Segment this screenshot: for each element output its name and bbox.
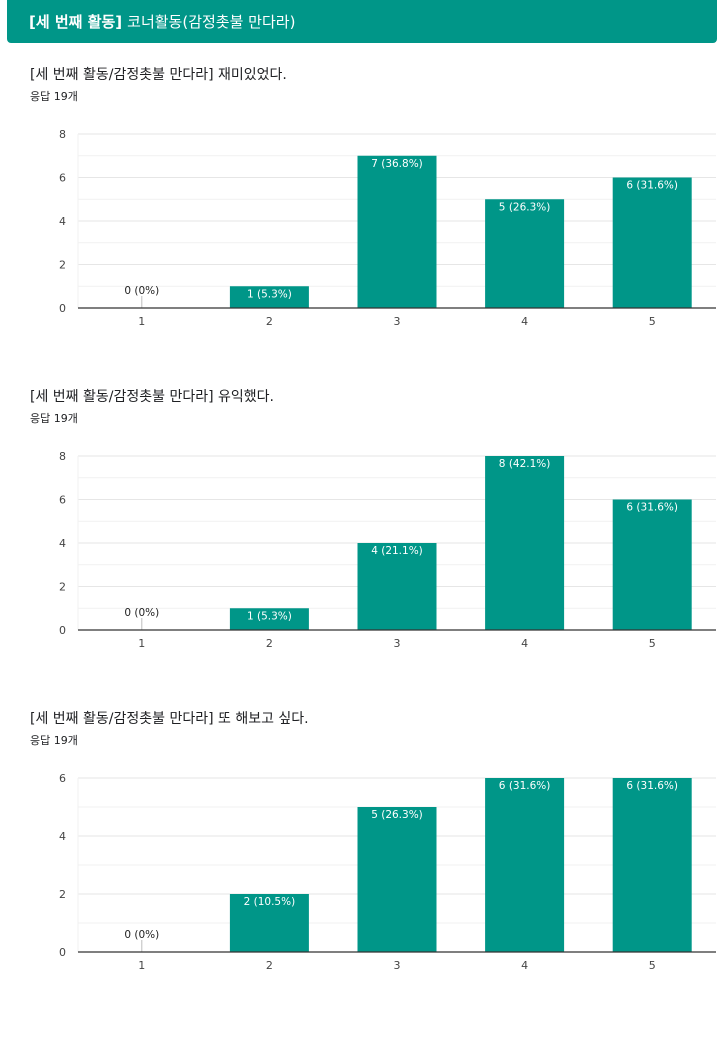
question-title: [세 번째 활동/감정촛불 만다라] 재미있었다. [30, 67, 287, 83]
bar-chart-2: 0 2 4 6 8 0 (0%) 1 1 (5.3%) 2 4 (21.1%) 3 8 (42.1%)… [59, 450, 716, 650]
y-tick-label: 2 [59, 581, 66, 594]
plot-area: 0 2 4 6 8 0 (0%) 1 1 (5.3%) 2 4 (21.1%) 3 8 (42.1%)… [59, 450, 716, 650]
x-tick-label: 3 [394, 637, 401, 650]
data-label: 1 (5.3%) [247, 610, 292, 622]
header-title-rest: 코너활동(감정촛불 만다라) [127, 13, 296, 31]
data-label: 8 (42.1%) [499, 458, 551, 470]
x-tick-label: 1 [138, 315, 145, 328]
y-tick-label: 6 [59, 772, 66, 785]
question-title: [세 번째 활동/감정촛불 만다라] 또 해보고 싶다. [30, 711, 309, 727]
x-tick-label: 4 [521, 315, 528, 328]
y-tick-label: 6 [59, 494, 66, 507]
data-label: 6 (31.6%) [499, 780, 551, 792]
y-tick-label: 8 [59, 450, 66, 463]
x-tick-label: 1 [138, 959, 145, 972]
bar-chart-3: 0 2 4 6 0 (0%) 1 2 (10.5%) 2 5 (26.3%) 3 6 (31.6%)… [59, 772, 716, 972]
y-tick-label: 2 [59, 259, 66, 272]
plot-area: 0 2 4 6 0 (0%) 1 2 (10.5%) 2 5 (26.3%) 3 6 (31.6%)… [59, 772, 716, 972]
x-tick-label: 4 [521, 637, 528, 650]
data-label: 0 (0%) [124, 285, 159, 297]
bar [357, 543, 437, 630]
bar [485, 199, 565, 308]
bar [485, 778, 565, 952]
x-tick-label: 2 [266, 637, 273, 650]
x-tick-label: 4 [521, 959, 528, 972]
y-tick-label: 0 [59, 946, 66, 959]
y-tick-label: 4 [59, 215, 66, 228]
y-tick-label: 2 [59, 888, 66, 901]
x-tick-label: 2 [266, 315, 273, 328]
form-header: [세 번째 활동] 코너활동(감정촛불 만다라) [7, 0, 717, 43]
y-tick-label: 4 [59, 830, 66, 843]
response-count: 응답 19개 [30, 90, 78, 103]
bar [229, 286, 309, 308]
x-tick-label: 3 [394, 959, 401, 972]
x-tick-label: 1 [138, 637, 145, 650]
data-label: 5 (26.3%) [371, 809, 423, 821]
data-label: 6 (31.6%) [626, 502, 678, 514]
x-tick-label: 2 [266, 959, 273, 972]
bar [357, 155, 437, 308]
bar [612, 499, 692, 630]
data-label: 0 (0%) [124, 607, 159, 619]
y-tick-label: 8 [59, 128, 66, 141]
y-tick-label: 0 [59, 624, 66, 637]
data-label: 6 (31.6%) [626, 780, 678, 792]
x-tick-label: 5 [649, 315, 656, 328]
x-tick-label: 5 [649, 637, 656, 650]
data-label: 2 (10.5%) [244, 896, 296, 908]
question-title: [세 번째 활동/감정촛불 만다라] 유익했다. [30, 389, 274, 405]
bar [229, 608, 309, 630]
y-tick-label: 0 [59, 302, 66, 315]
y-tick-label: 6 [59, 172, 66, 185]
bar [357, 807, 437, 952]
data-label: 0 (0%) [124, 929, 159, 941]
data-label: 1 (5.3%) [247, 288, 292, 300]
response-count: 응답 19개 [30, 412, 78, 425]
bar-chart-1: 0 2 4 6 8 0 (0%) 1 1 (5.3%) 2 7 (36.8%) 3 5 (26.3%)… [59, 128, 716, 328]
bar [485, 456, 565, 630]
data-label: 4 (21.1%) [371, 545, 423, 557]
bar [229, 894, 309, 952]
plot-area: 0 2 4 6 8 0 (0%) 1 1 (5.3%) 2 7 (36.8%) 3 5 (26.3%)… [59, 128, 716, 328]
response-count: 응답 19개 [30, 734, 78, 747]
bar [612, 778, 692, 952]
bar [612, 177, 692, 308]
x-tick-label: 3 [394, 315, 401, 328]
header-title-bold: [세 번째 활동] [29, 13, 123, 31]
x-tick-label: 5 [649, 959, 656, 972]
data-label: 6 (31.6%) [626, 180, 678, 192]
y-tick-label: 4 [59, 537, 66, 550]
data-label: 7 (36.8%) [371, 158, 423, 170]
data-label: 5 (26.3%) [499, 201, 551, 213]
